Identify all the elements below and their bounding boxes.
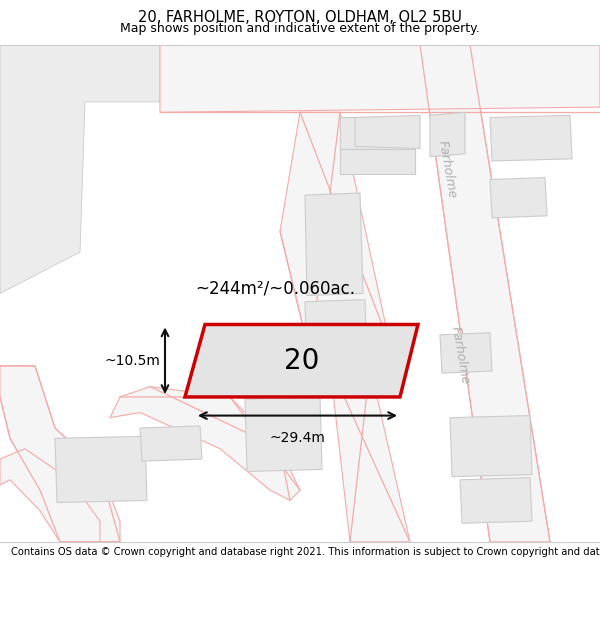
Text: Contains OS data © Crown copyright and database right 2021. This information is : Contains OS data © Crown copyright and d… bbox=[11, 547, 600, 557]
Text: 20, FARHOLME, ROYTON, OLDHAM, OL2 5BU: 20, FARHOLME, ROYTON, OLDHAM, OL2 5BU bbox=[138, 10, 462, 25]
Text: ~244m²/~0.060ac.: ~244m²/~0.060ac. bbox=[195, 279, 355, 298]
Polygon shape bbox=[340, 118, 415, 149]
Text: Map shows position and indicative extent of the property.: Map shows position and indicative extent… bbox=[120, 22, 480, 35]
Polygon shape bbox=[0, 45, 160, 294]
Polygon shape bbox=[355, 116, 420, 149]
Polygon shape bbox=[460, 478, 532, 523]
Text: 20: 20 bbox=[284, 347, 320, 375]
Polygon shape bbox=[330, 366, 410, 542]
Text: ~29.4m: ~29.4m bbox=[269, 431, 325, 445]
Text: Farholme: Farholme bbox=[436, 139, 458, 199]
Polygon shape bbox=[305, 193, 363, 296]
Polygon shape bbox=[55, 436, 147, 502]
Polygon shape bbox=[280, 112, 390, 366]
Polygon shape bbox=[185, 324, 418, 397]
Polygon shape bbox=[430, 112, 465, 157]
Polygon shape bbox=[440, 332, 492, 373]
Text: Farholme: Farholme bbox=[448, 326, 472, 386]
Polygon shape bbox=[450, 416, 532, 477]
Polygon shape bbox=[490, 177, 547, 218]
Polygon shape bbox=[305, 299, 367, 368]
Text: ~10.5m: ~10.5m bbox=[104, 354, 160, 367]
Polygon shape bbox=[340, 149, 415, 174]
Polygon shape bbox=[420, 45, 550, 542]
Polygon shape bbox=[0, 449, 100, 542]
Polygon shape bbox=[160, 45, 600, 112]
Polygon shape bbox=[490, 116, 572, 161]
Polygon shape bbox=[0, 366, 120, 542]
Polygon shape bbox=[110, 387, 300, 501]
Polygon shape bbox=[140, 426, 202, 461]
Polygon shape bbox=[245, 397, 322, 471]
